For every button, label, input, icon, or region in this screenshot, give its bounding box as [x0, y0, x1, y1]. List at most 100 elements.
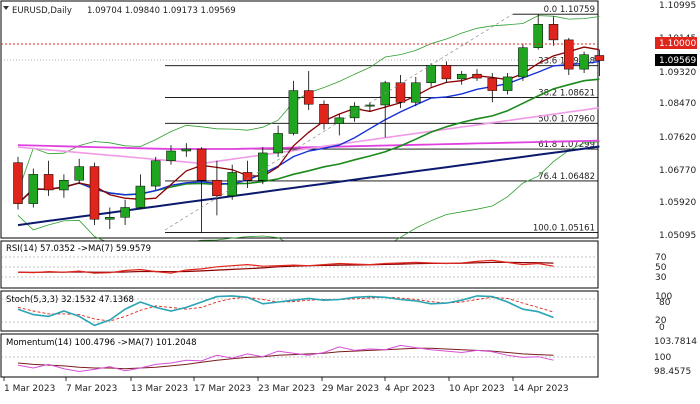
candle-body	[150, 160, 161, 187]
resistance-price-text: 1.10000	[659, 39, 696, 49]
candle-body	[533, 24, 543, 48]
momentum-axis-label: 98.4575	[654, 367, 691, 377]
fib-trendline	[164, 13, 514, 231]
candle-body	[13, 162, 23, 204]
price-axis-label: 1.10995	[659, 1, 696, 11]
fib-level-label: 76.4 1.06482	[538, 172, 595, 182]
candle-body	[227, 172, 237, 197]
stochastic-panel[interactable]: Stoch(5,3,3) 32.1532 47.1368 100 80 20 0	[0, 290, 672, 333]
date-axis-label: 10 Apr 2023	[449, 384, 505, 394]
price-axis-label: 1.05095	[659, 231, 696, 241]
candle-body	[89, 166, 100, 220]
date-axis-label: 7 Mar 2023	[66, 384, 117, 394]
ohlc-label: 1.09704 1.09840 1.09173 1.09569	[87, 6, 236, 16]
rsi-series	[17, 259, 554, 274]
rsi-panel-frame	[0, 240, 599, 289]
candle-body	[334, 117, 345, 124]
stoch-axis-label: 80	[659, 298, 671, 308]
momentum-panel[interactable]: Momentum(14) 100.4796 ->MA(7) 101.2048 1…	[0, 333, 697, 378]
price-axis: 1.10995 1.10145 1.09320 1.08470 1.07620 …	[655, 1, 697, 241]
price-axis-label: 1.06770	[659, 166, 696, 176]
resistance-price-badge	[655, 37, 697, 49]
price-panel-frame	[0, 0, 599, 239]
momentum-series	[17, 344, 554, 373]
candlesticks	[13, 14, 605, 233]
candle-body	[518, 47, 528, 78]
moving-averages	[17, 46, 600, 227]
candle-body	[380, 82, 390, 106]
candle-body	[502, 76, 513, 91]
candle-body	[120, 207, 130, 218]
candle-body	[43, 174, 54, 191]
candle-body	[59, 179, 69, 191]
candle-body	[181, 148, 192, 152]
candle-body	[288, 90, 299, 134]
date-axis-label: 29 Mar 2023	[322, 384, 379, 394]
date-axis-label: 23 Mar 2023	[258, 384, 315, 394]
candle-body	[196, 148, 207, 181]
candle-body	[548, 24, 559, 41]
candle-body	[212, 179, 222, 197]
candle-body	[135, 185, 146, 208]
ma-5-line	[17, 46, 600, 205]
rsi-axis-label: 50	[655, 263, 667, 273]
rsi-line	[17, 259, 554, 274]
momentum-title: Momentum(14) 100.4796 ->MA(7) 101.2048	[6, 338, 196, 348]
ma-55-line	[17, 106, 600, 165]
momentum-ma-line	[17, 347, 554, 370]
candle-body	[579, 54, 589, 70]
ma-100-line	[17, 145, 600, 227]
momentum-axis-label: 103.7814	[654, 337, 697, 347]
price-axis-label: 1.09320	[659, 68, 696, 78]
collapse-triangle-icon[interactable]	[3, 6, 9, 10]
fib-level-label: 50.0 1.07960	[538, 114, 595, 124]
date-axis-label: 4 Apr 2023	[385, 384, 435, 394]
fib-level-label: 0.0 1.10759	[544, 5, 595, 15]
stochastic-title: Stoch(5,3,3) 32.1532 47.1368	[6, 295, 134, 305]
candle-body	[487, 77, 498, 91]
stoch-axis-label: 100	[655, 292, 672, 302]
date-axis-label: 13 Mar 2023	[131, 384, 188, 394]
candle-body	[441, 64, 452, 80]
date-axis-label: 1 Mar 2023	[4, 384, 55, 394]
candle-body	[273, 133, 283, 154]
candle-body	[166, 150, 176, 161]
momentum-line	[17, 344, 554, 373]
candle-body	[365, 104, 375, 107]
candle-body	[594, 55, 605, 61]
current-price-text: 1.09569	[659, 56, 696, 66]
stoch-main-line	[17, 295, 554, 327]
candle-body	[426, 64, 436, 84]
candle-body	[74, 166, 84, 181]
date-axis: 1 Mar 2023 7 Mar 2023 13 Mar 2023 17 Mar 20…	[3, 377, 569, 394]
candle-body	[303, 90, 314, 105]
rsi-axis-label: 30	[655, 273, 667, 283]
rsi-title: RSI(14) 57.0352 ->MA(7) 59.9579	[6, 244, 151, 254]
candle-body	[319, 103, 329, 124]
candle-body	[105, 217, 115, 220]
stoch-axis-label: 0	[659, 323, 665, 333]
stochastic-series	[17, 295, 554, 327]
date-axis-label: 17 Mar 2023	[194, 384, 251, 394]
price-axis-label: 1.08470	[659, 99, 696, 109]
candle-body	[564, 39, 574, 70]
price-axis-label: 1.07620	[659, 133, 696, 143]
candle-body	[28, 174, 39, 204]
symbol-label: EURUSD,Daily	[12, 6, 72, 16]
fib-level-label: 38.2 1.08621	[538, 89, 595, 99]
current-price-badge	[655, 54, 697, 66]
candle-body	[472, 73, 482, 79]
rsi-axis-label: 70	[655, 253, 667, 263]
rsi-panel[interactable]: RSI(14) 57.0352 ->MA(7) 59.9579 70 50 30	[0, 240, 667, 289]
candle-body	[395, 82, 406, 103]
ma-10-line	[17, 60, 600, 205]
price-panel[interactable]: EURUSD,Daily 1.09704 1.09840 1.09173 1.0…	[0, 0, 605, 250]
date-axis-label: 14 Apr 2023	[513, 384, 569, 394]
momentum-panel-frame	[0, 333, 599, 378]
fib-level-label: 61.8 1.07299	[538, 140, 595, 150]
momentum-axis-label: 100	[654, 353, 671, 363]
price-axis-label: 1.05920	[659, 198, 696, 208]
candle-body	[258, 152, 268, 181]
ma-200-line	[17, 139, 600, 150]
